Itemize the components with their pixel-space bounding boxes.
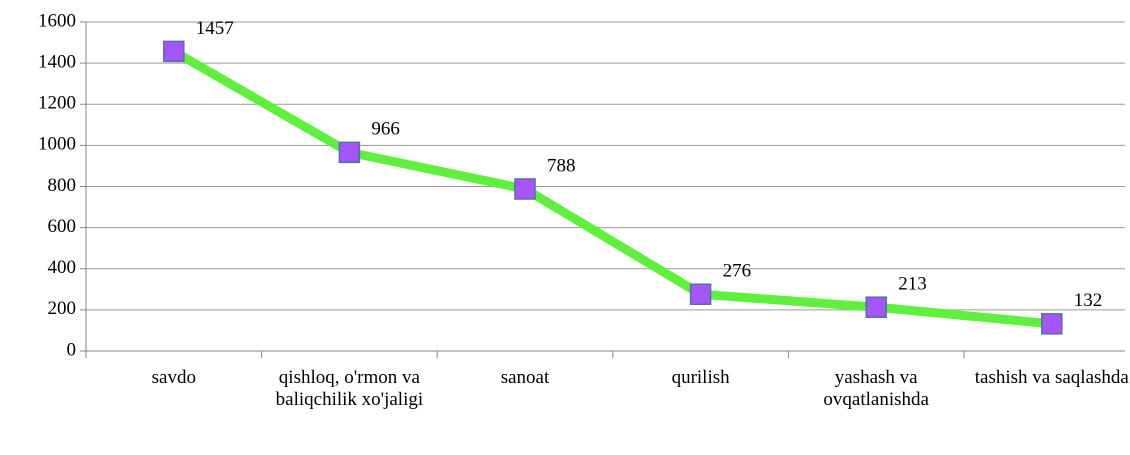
data-label: 276 [723, 261, 752, 282]
marker [514, 178, 536, 200]
marker [865, 296, 887, 318]
x-tick-label: qishloq, o'rmon va baliqchilik xo'jaligi [275, 367, 424, 410]
marker [1041, 313, 1063, 335]
marker [689, 283, 712, 305]
data-label: 966 [371, 119, 400, 140]
y-tick-label: 1600 [38, 10, 76, 31]
x-tick-label: yashash va ovqatlanishda [823, 367, 929, 410]
y-tick-label: 1000 [38, 134, 76, 155]
y-tick-label: 600 [48, 216, 77, 237]
x-tick-label: sanoat [500, 367, 550, 388]
y-tick-label: 1400 [38, 51, 76, 72]
y-tick-label: 400 [48, 257, 77, 278]
data-label: 1457 [196, 18, 234, 39]
x-tick-label: savdo [151, 367, 196, 388]
data-label: 788 [547, 155, 576, 176]
data-label: 132 [1074, 290, 1103, 311]
line [171, 47, 1053, 329]
y-tick-label: 1200 [38, 93, 76, 114]
y-tick-label: 0 [67, 339, 77, 360]
x-tick-label: tashish va saqlashda [974, 367, 1129, 388]
data-label: 213 [898, 274, 927, 295]
marker [338, 141, 361, 164]
marker [163, 40, 185, 63]
y-tick-label: 200 [48, 298, 77, 319]
x-tick-label: qurilish [671, 367, 730, 388]
y-tick-label: 800 [48, 175, 77, 196]
